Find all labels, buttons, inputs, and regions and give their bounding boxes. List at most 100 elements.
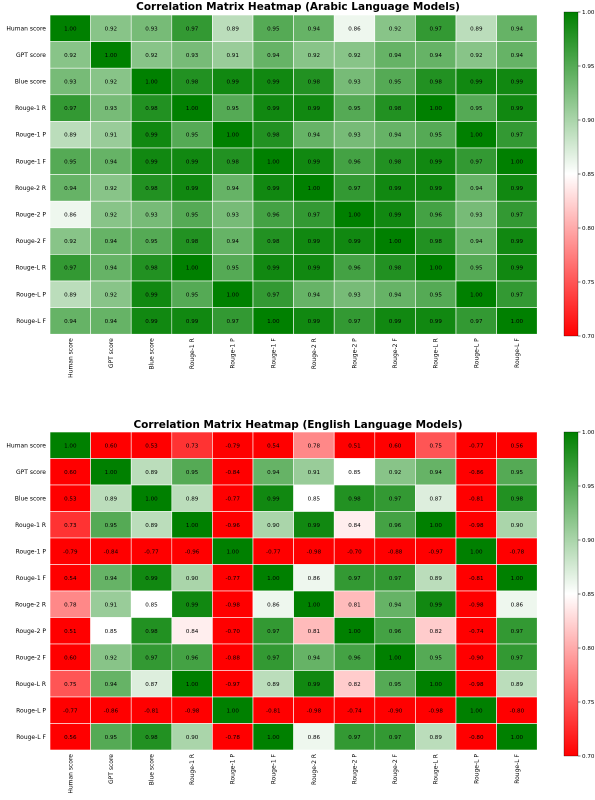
arabic-row-label: Blue score [15,79,47,86]
english-heatmap-cell [415,617,457,645]
english-cell-value: -0.70 [347,549,362,555]
english-cell-value: 1.00 [186,523,199,529]
english-heatmap-cell [171,670,213,698]
english-cell-value: 0.95 [105,735,118,741]
english-heatmap-cell [333,643,376,671]
arabic-col-label: Rouge-L R [433,338,440,368]
arabic-cell-value: 0.94 [429,53,442,59]
arabic-cell-value: 0.95 [470,106,483,112]
arabic-cell-value: 0.99 [429,159,442,165]
english-cell-value: 0.94 [429,470,442,476]
arabic-col-label: Rouge-1 F [270,338,277,369]
arabic-cell-value: 0.94 [105,159,118,165]
arabic-cell-value: 0.98 [226,159,239,165]
arabic-heatmap-cell [130,200,173,229]
english-cell-value: -0.77 [225,496,240,502]
english-heatmap-cell [333,723,376,751]
arabic-cell-value: 1.00 [511,319,524,325]
arabic-cell-value: 0.91 [226,53,239,59]
arabic-heatmap-cell [496,307,538,335]
arabic-row-label: Rouge-2 R [15,185,46,192]
english-cell-value: 0.97 [389,496,402,502]
english-heatmap-cell [212,643,254,671]
english-cell-value: 1.00 [64,443,77,449]
arabic-heatmap-cell [49,14,91,42]
arabic-heatmap-cell [252,200,294,229]
arabic-heatmap-cell [252,307,294,335]
english-col-label: Human score [67,754,74,794]
arabic-col-label: Rouge-L F [514,338,521,368]
arabic-cell-value: 0.95 [389,80,402,86]
arabic-heatmap-cell [171,307,213,335]
english-cell-value: 0.86 [511,602,524,608]
arabic-cell-value: 0.93 [145,213,158,219]
english-col-label: GPT score [108,754,115,784]
arabic-col-label: Rouge-1 P [230,338,237,369]
english-heatmap-cell [90,643,132,671]
arabic-cell-value: 0.94 [470,239,483,245]
arabic-cell-value: 0.93 [470,213,483,219]
arabic-cell-value: 0.94 [64,186,77,192]
arabic-cell-value: 0.93 [348,80,361,86]
arabic-cell-value: 0.93 [145,26,158,32]
arabic-cell-value: 1.00 [105,53,118,59]
english-cell-value: 0.60 [389,443,402,449]
english-heatmap-cell [455,723,497,751]
arabic-heatmap-cell [293,227,335,255]
arabic-cell-value: 1.00 [226,133,239,139]
english-cell-value: 0.99 [267,496,280,502]
arabic-heatmap-cell [130,41,173,69]
english-heatmap-cell [415,696,457,724]
english-heatmap-cell [130,670,173,698]
english-cell-value: -0.96 [225,523,240,529]
arabic-heatmap-cell [171,254,213,282]
english-cell-value: 0.53 [145,443,158,449]
arabic-heatmap: Correlation Matrix Heatmap (Arabic Langu… [6,1,595,378]
arabic-cell-value: 0.99 [470,80,483,86]
english-cell-value: -0.81 [266,708,281,714]
english-heatmap-cell [171,723,213,751]
english-heatmap-cell [171,484,213,512]
arabic-cell-value: 0.99 [145,159,158,165]
arabic-cell-value: 0.99 [511,80,524,86]
arabic-heatmap-cell [496,67,538,96]
english-cell-value: -0.79 [225,443,240,449]
arabic-heatmap-cell [49,67,91,96]
english-cell-value: 0.89 [267,682,280,688]
english-heatmap-cell [90,431,132,459]
english-cell-value: 0.95 [186,470,199,476]
english-heatmap-cell [496,511,538,539]
arabic-row-label: Rouge-2 F [16,238,47,245]
english-heatmap-cell [252,484,294,512]
arabic-cell-value: 0.97 [348,186,361,192]
arabic-heatmap-cell [49,280,91,308]
arabic-heatmap-cell [374,41,416,69]
english-cell-value: 0.78 [64,602,77,608]
english-cell-value: -0.79 [63,549,78,555]
arabic-cell-value: 0.92 [105,80,117,86]
english-cell-value: 1.00 [145,496,158,502]
arabic-heatmap-cell [171,174,213,202]
english-cell-value: 0.54 [267,443,280,449]
english-heatmap-cell [130,617,173,645]
english-heatmap-cell [415,484,457,512]
english-col-label: Rouge-1 F [270,753,277,784]
arabic-cell-value: 0.94 [511,26,524,32]
english-heatmap-cell [455,458,497,486]
english-colorbar-tick-label: 1.00 [582,430,595,436]
arabic-col-label: Rouge-2 R [311,338,318,369]
english-row-label: Rouge-2 P [16,628,47,635]
arabic-cell-value: 0.92 [105,26,117,32]
arabic-heatmap-cell [130,307,173,335]
english-cell-value: 0.89 [511,682,524,688]
arabic-heatmap-cell [171,121,213,149]
arabic-cell-value: 0.92 [348,53,360,59]
english-cell-value: 0.87 [145,682,158,688]
arabic-heatmap-cell [455,67,497,96]
english-heatmap-cell [293,431,335,459]
arabic-cell-value: 0.99 [226,80,239,86]
english-cell-value: 0.60 [64,470,77,476]
english-cell-value: 0.89 [105,496,118,502]
english-heatmap-cell [252,723,294,751]
